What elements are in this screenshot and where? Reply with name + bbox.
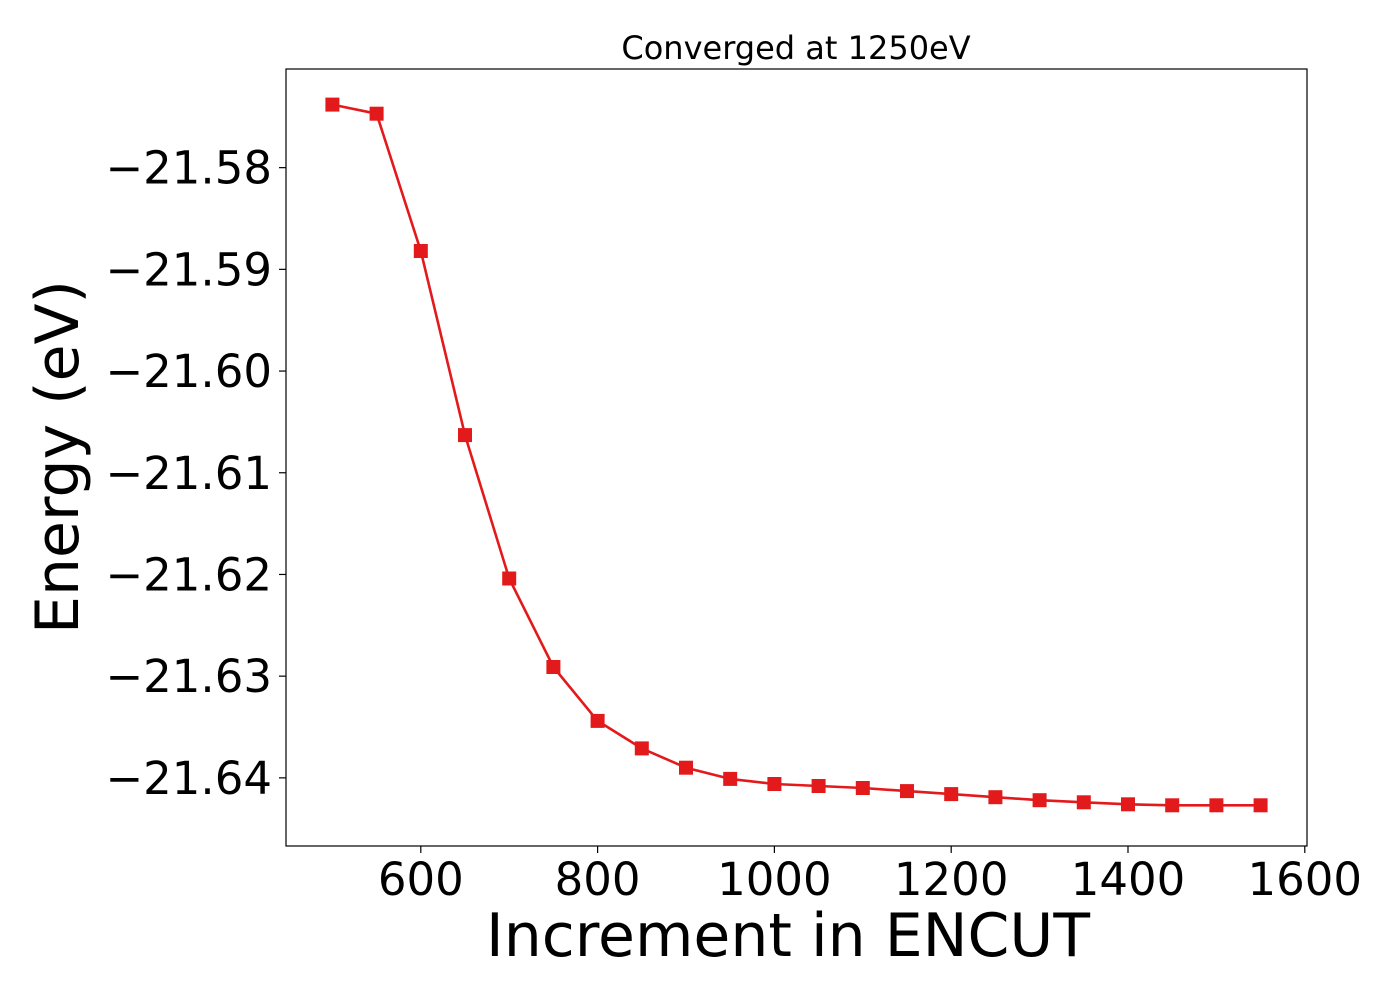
data-point-marker	[900, 784, 914, 799]
plot-area-frame	[285, 68, 1308, 847]
x-tick-label: 600	[378, 853, 464, 906]
data-point-marker	[458, 428, 472, 443]
data-point-marker	[1209, 798, 1224, 813]
x-axis-label: Increment in ENCUT	[486, 901, 1090, 971]
y-tick-label: −21.60	[105, 345, 272, 398]
data-point-marker	[944, 787, 959, 802]
data-point-marker	[1165, 798, 1180, 813]
x-axis-ticks: 600 800 1000 1200 1400 1600	[378, 846, 1362, 906]
data-point-marker	[988, 790, 1003, 805]
data-point-marker	[723, 771, 738, 786]
series-group	[325, 97, 1268, 813]
y-tick-label: −21.59	[105, 243, 272, 296]
data-point-marker	[1076, 795, 1091, 810]
y-tick-label: −21.62	[105, 548, 272, 601]
x-tick-label: 1400	[1071, 853, 1186, 906]
data-point-marker	[767, 777, 782, 791]
data-point-marker	[1121, 797, 1135, 812]
x-tick-label: 1600	[1248, 853, 1363, 906]
data-point-marker	[325, 97, 340, 112]
data-point-marker	[590, 713, 605, 728]
x-tick-label: 1200	[894, 853, 1009, 906]
data-point-marker	[634, 741, 649, 756]
y-tick-label: −21.61	[105, 447, 272, 500]
y-tick-label: −21.58	[105, 142, 272, 195]
x-tick-label: 800	[555, 853, 641, 906]
x-tick-label: 1000	[717, 853, 832, 906]
data-point-marker	[1253, 798, 1268, 813]
data-point-marker	[369, 106, 384, 121]
data-point-marker	[546, 660, 561, 674]
y-axis-ticks: −21.58 −21.59 −21.60 −21.61 −21.62 −21.63 −21.…	[105, 142, 286, 805]
data-point-marker	[855, 781, 870, 795]
data-point-marker	[811, 779, 826, 793]
data-point-marker	[679, 760, 693, 775]
y-tick-label: −21.64	[105, 752, 272, 805]
data-point-marker	[413, 244, 428, 258]
data-point-marker	[502, 571, 517, 586]
y-axis-label: Energy (eV)	[23, 280, 93, 634]
y-tick-label: −21.63	[105, 650, 272, 703]
chart-title: Converged at 1250eV	[621, 29, 970, 67]
series-line	[332, 103, 1261, 807]
data-point-marker	[1032, 793, 1047, 808]
